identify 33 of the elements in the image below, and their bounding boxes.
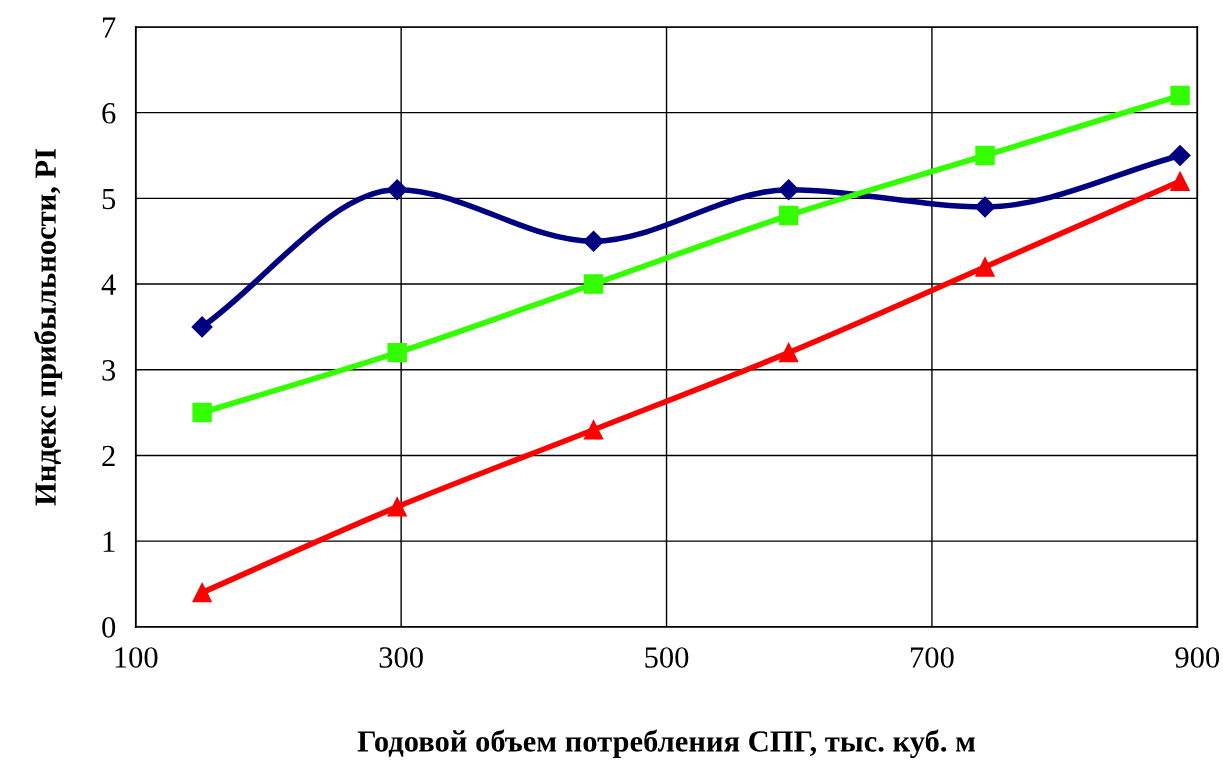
x-tick-label: 100 — [115, 647, 158, 668]
point — [583, 420, 604, 440]
point — [975, 145, 995, 166]
point — [974, 196, 996, 218]
y-tick-label: 5 — [102, 188, 116, 210]
y-tick-label: 1 — [103, 531, 115, 552]
y-tick-label: 2 — [102, 445, 115, 467]
x-tick-label: 500 — [645, 647, 689, 668]
point — [387, 497, 407, 517]
point — [778, 342, 799, 363]
y-tick-label: 0 — [102, 617, 116, 638]
y-tick-label: 7 — [103, 17, 116, 38]
x-tick-label: 700 — [911, 647, 954, 668]
point — [192, 402, 212, 423]
x-axis-title: Годовой объем потребления СПГ, тыс. куб. м — [357, 729, 975, 758]
y-tick-label: 3 — [102, 360, 116, 381]
point — [1170, 171, 1190, 191]
point — [975, 257, 995, 277]
x-tick-label: 300 — [379, 647, 423, 668]
point — [191, 316, 213, 338]
point — [778, 179, 800, 201]
point — [583, 274, 604, 294]
point — [1169, 145, 1191, 167]
point — [387, 342, 407, 363]
point — [583, 230, 605, 252]
x-tick-label: 900 — [1175, 647, 1220, 668]
y-tick-label: 6 — [102, 103, 116, 124]
point — [386, 179, 408, 201]
y-axis-title: Индекс прибыльности, PI — [33, 148, 63, 506]
point — [1170, 85, 1190, 106]
point — [778, 205, 799, 226]
y-tick-label: 4 — [101, 274, 116, 295]
point — [192, 582, 212, 603]
